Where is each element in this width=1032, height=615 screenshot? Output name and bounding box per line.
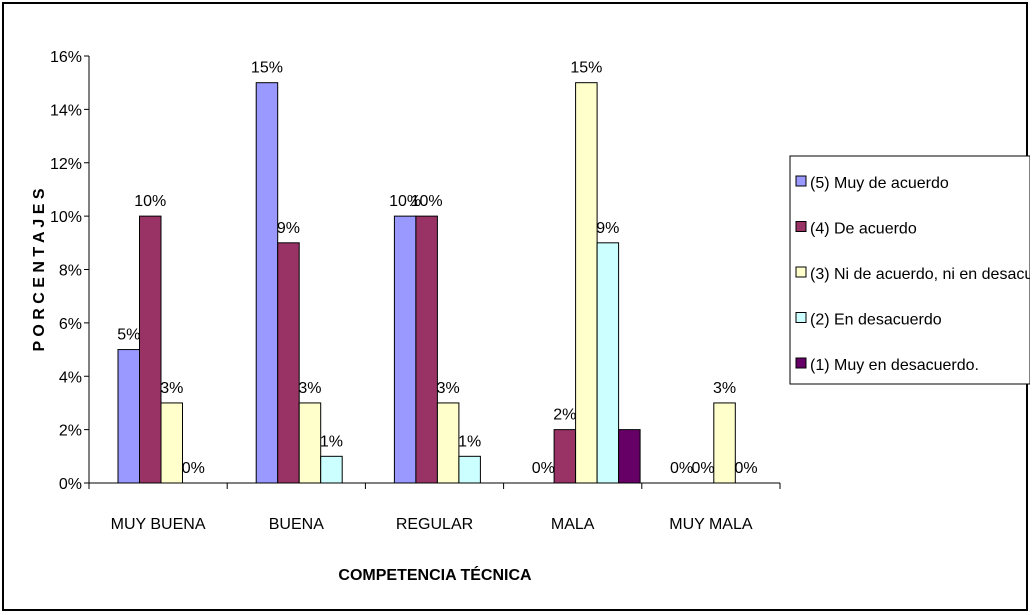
data-label: 0% [532,460,555,477]
bar-chart: 0% 2% 4% 6% 8% 10% 12% 14% 16% MUY BUENA BUENA REGU… [31,49,1030,584]
x-category-label: BUENA [269,516,324,533]
data-label: 3% [160,380,183,397]
legend-swatch [795,175,807,187]
data-label: 10% [389,193,421,210]
bar [393,215,417,484]
legend-label: (5) Muy de acuerdo [810,175,949,192]
x-category-label: MUY MALA [669,516,753,533]
y-tick-label: 14% [50,102,82,119]
data-label: 0% [670,460,693,477]
legend-label: (4) De acuerdo [810,221,917,238]
bar [160,402,183,484]
legend-label: (3) Ni de acuerdo, ni en desacuerdo [810,266,1030,283]
data-label: 15% [570,60,602,77]
legend-swatch [795,266,807,278]
y-tick-label: 4% [59,369,82,386]
bar [277,242,300,484]
y-axis-title: P O R C E N T A J E S [31,188,48,351]
bar [458,455,481,484]
bar [713,402,736,484]
data-label: 1% [320,433,343,450]
y-tick-label: 8% [59,263,82,280]
legend-label: (2) En desacuerdo [810,312,942,329]
data-label: 3% [437,380,460,397]
data-label: 9% [277,220,300,237]
y-tick-label: 2% [59,423,82,440]
bar [117,349,140,484]
data-label: 10% [411,193,443,210]
data-label: 0% [734,460,757,477]
x-axis-title: COMPETENCIA TÉCNICA [338,565,532,584]
y-tick-label: 0% [59,476,82,493]
legend-label: (1) Muy en desacuerdo. [810,357,979,374]
y-tick-label: 6% [59,316,82,333]
y-tick-label: 10% [50,209,82,226]
bar [298,402,322,484]
data-label: 9% [596,220,619,237]
data-label: 5% [117,327,140,344]
data-label: 15% [251,60,283,77]
legend-swatch [795,221,807,232]
bar [553,429,577,484]
x-category-label: MUY BUENA [111,516,206,533]
data-label: 0% [691,460,714,477]
bar [320,455,343,484]
bar [436,402,460,484]
data-label: 3% [298,380,321,397]
bar [596,242,620,484]
x-category-label: REGULAR [396,516,473,533]
y-tick-label: 12% [50,156,82,173]
bar [575,82,598,484]
bar [415,215,438,484]
data-label: 1% [458,433,481,450]
data-label: 0% [182,460,205,477]
y-tick-label: 16% [50,49,82,66]
data-label: 3% [713,380,736,397]
data-label: 2% [553,407,576,424]
bar [139,215,162,484]
bar [255,82,279,484]
legend-swatch [795,357,807,369]
legend-swatch [795,312,807,323]
data-label: 10% [134,193,166,210]
legend-box [789,155,1030,385]
x-category-label: MALA [551,516,595,533]
bar [618,429,641,484]
